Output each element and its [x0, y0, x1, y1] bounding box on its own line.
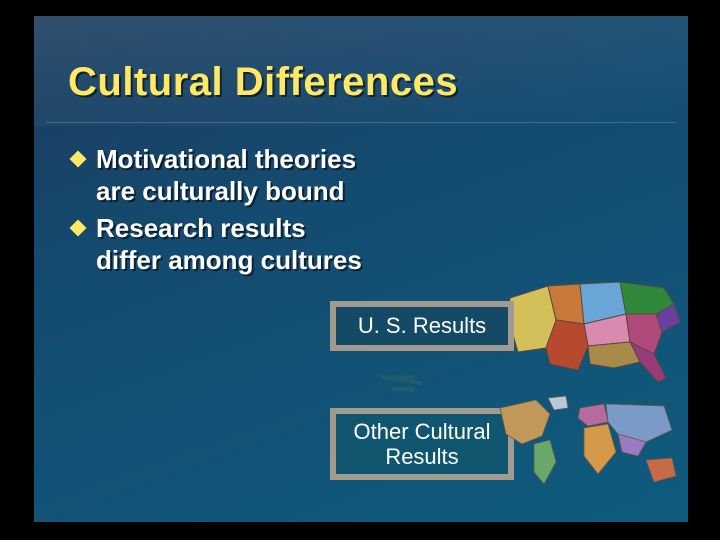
diamond-icon [70, 220, 87, 237]
bullet-text: Research results differ among cultures [96, 213, 362, 275]
slide-title: Cultural Differences [68, 60, 458, 105]
bullet-text: Motivational theories are culturally bou… [96, 144, 356, 206]
other-results-box: Other Cultural Results [330, 408, 514, 480]
bullet-item: Motivational theories are culturally bou… [72, 144, 372, 207]
world-map-graphic [488, 394, 688, 494]
diamond-icon [70, 151, 87, 168]
us-results-box: U. S. Results [330, 301, 514, 351]
bullet-list: Motivational theories are culturally bou… [72, 144, 372, 283]
other-results-label: Other Cultural Results [336, 419, 508, 470]
not-equal-icon: = ⁄ [390, 362, 417, 403]
slide: Cultural Differences Motivational theori… [34, 16, 688, 522]
us-results-label: U. S. Results [358, 313, 486, 339]
us-map-graphic [504, 274, 688, 388]
bullet-item: Research results differ among cultures [72, 213, 372, 276]
